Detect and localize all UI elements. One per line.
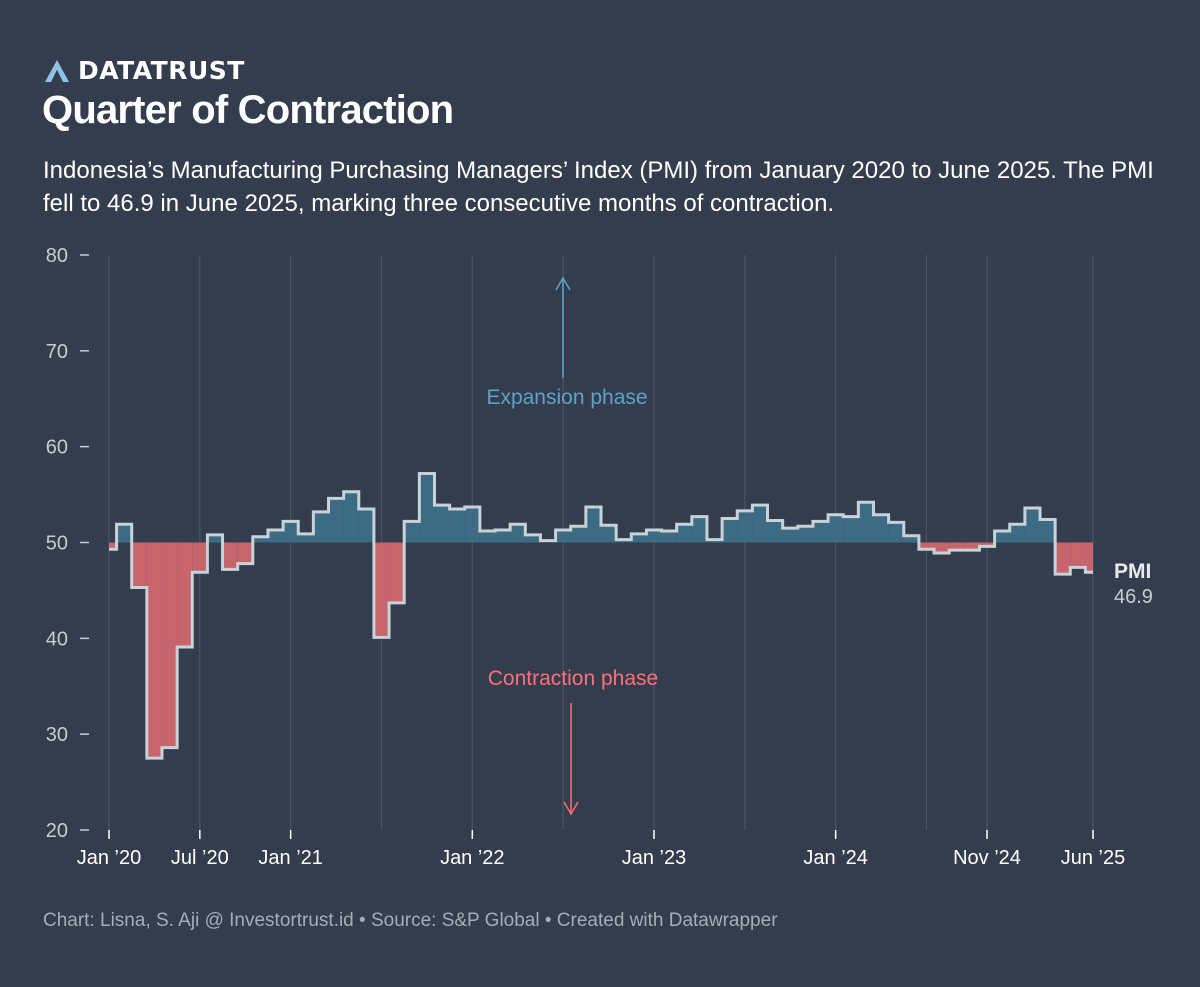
expansion-bar — [495, 530, 511, 543]
expansion-bar — [1040, 519, 1056, 543]
y-tick-label: 40 — [46, 628, 68, 650]
x-tick-label: Nov ’24 — [953, 847, 1021, 869]
chart-subtitle: Indonesia’s Manufacturing Purchasing Man… — [43, 157, 1154, 217]
expansion-bar — [343, 491, 359, 543]
x-tick-label: Jan ’21 — [258, 847, 323, 869]
expansion-bar — [722, 518, 738, 543]
contraction-bar — [161, 542, 178, 748]
expansion-bar — [449, 508, 465, 543]
contraction-bar — [934, 542, 950, 554]
expansion-bar — [601, 525, 617, 543]
x-tick-label: Jan ’22 — [440, 847, 505, 869]
expansion-bar — [676, 524, 692, 543]
expansion-bar — [691, 516, 707, 543]
expansion-bar — [328, 498, 344, 543]
expansion-bar — [313, 511, 329, 543]
expansion-bar — [631, 533, 647, 543]
brand-header: DATATRUST — [44, 56, 245, 85]
contraction-bar — [237, 542, 253, 564]
expansion-bar — [903, 535, 919, 543]
y-axis: 20 30 40 50 60 70 80 — [46, 245, 89, 842]
expansion-bar — [510, 524, 526, 543]
y-tick-label: 80 — [46, 245, 68, 267]
x-tick-label: Jul ’20 — [171, 847, 229, 869]
expansion-bar — [525, 534, 541, 543]
expansion-bar — [994, 531, 1010, 543]
chart-title: Quarter of Contraction — [42, 88, 454, 132]
contraction-bar — [979, 542, 995, 547]
expansion-bar — [812, 521, 829, 543]
chart-footer: Chart: Lisna, S. Aji @ Investortrust.id … — [43, 910, 778, 931]
expansion-bar — [1009, 524, 1025, 543]
expansion-bar — [267, 530, 284, 543]
expansion-bar — [207, 534, 223, 543]
expansion-bar — [888, 522, 904, 543]
contraction-bar — [1070, 542, 1086, 568]
expansion-bar — [283, 521, 299, 543]
expansion-bar — [555, 530, 571, 543]
x-tick-label: Jan ’23 — [622, 847, 687, 869]
expansion-bar — [737, 510, 753, 543]
y-tick-label: 70 — [46, 341, 68, 363]
expansion-bar — [570, 526, 586, 543]
expansion-bar — [661, 531, 677, 543]
expansion-bar — [434, 505, 450, 543]
x-tick-label: Jan ’20 — [77, 847, 142, 869]
up-arrow-icon — [555, 276, 571, 291]
datatrust-logo-icon — [45, 59, 69, 82]
expansion-bar — [116, 524, 132, 543]
expansion-bar — [479, 531, 496, 543]
contraction-bar — [373, 542, 390, 638]
expansion-phase-label: Expansion phase — [486, 386, 647, 409]
contraction-bar — [1085, 542, 1093, 573]
contraction-bar — [131, 542, 147, 588]
expansion-bar — [464, 507, 480, 543]
expansion-bar — [358, 508, 374, 543]
contraction-bar — [1055, 542, 1071, 575]
contraction-bar — [918, 542, 935, 550]
contraction-bar — [389, 542, 405, 603]
contraction-bar — [146, 542, 162, 759]
expansion-bar — [419, 473, 435, 543]
x-tick-label: Jun ’25 — [1061, 847, 1126, 869]
expansion-bar — [782, 528, 798, 543]
expansion-bar — [828, 514, 844, 543]
y-tick-label: 30 — [46, 724, 68, 746]
expansion-bar — [404, 521, 420, 543]
expansion-bar — [585, 507, 601, 543]
expansion-bar — [252, 536, 268, 543]
y-tick-label: 60 — [46, 437, 68, 459]
expansion-bar — [767, 520, 783, 543]
y-tick-label: 20 — [46, 820, 68, 842]
expansion-bar — [873, 514, 889, 543]
expansion-bar — [1024, 508, 1041, 543]
expansion-bar — [298, 533, 314, 543]
expansion-bar — [646, 530, 662, 543]
pmi-step-line — [109, 472, 1093, 760]
line-layer — [109, 472, 1093, 760]
x-tick-label: Jan ’24 — [803, 847, 868, 869]
area-fill-layer — [109, 473, 1093, 759]
series-end-label-name: PMI — [1114, 560, 1151, 583]
expansion-bar — [843, 516, 859, 543]
expansion-bar — [752, 505, 768, 543]
expansion-bar — [797, 526, 813, 543]
contraction-bar — [177, 542, 193, 647]
down-arrow-icon — [563, 801, 579, 816]
expansion-bar — [858, 502, 874, 543]
x-axis: Jan ’20 Jul ’20 Jan ’21 Jan ’22 Jan ’23 Jan ’… — [77, 830, 1126, 869]
contraction-bar — [192, 542, 208, 573]
contraction-bar — [222, 542, 238, 570]
brand-name: DATATRUST — [78, 56, 245, 85]
series-end-label-value: 46.9 — [1114, 586, 1153, 608]
contraction-phase-label: Contraction phase — [488, 667, 658, 690]
contraction-bar — [109, 542, 117, 550]
contraction-bar — [964, 542, 980, 551]
annotation-layer: Expansion phase Contraction phase PMI 46.9 — [486, 276, 1153, 816]
contraction-bar — [949, 542, 965, 551]
y-tick-label: 50 — [46, 533, 68, 555]
